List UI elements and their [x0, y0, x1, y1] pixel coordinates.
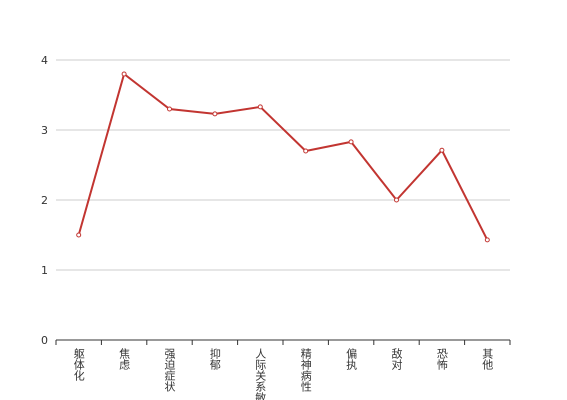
x-tick-label: 其他: [481, 348, 494, 370]
data-point: [439, 147, 445, 153]
data-point: [394, 197, 399, 203]
data-point: [212, 111, 218, 117]
data-point: [167, 106, 172, 112]
x-tick-label: 恐怖: [435, 348, 448, 370]
data-point: [484, 237, 490, 243]
x-tick-label: 躯体化: [72, 348, 85, 382]
x-tick-label: 精神病性: [299, 348, 312, 393]
y-tick-label: 3: [41, 124, 48, 137]
data-point: [348, 139, 354, 145]
data-point: [303, 148, 309, 154]
x-tick-label: 敌对: [390, 347, 403, 370]
data-point: [121, 71, 127, 77]
data-point: [76, 232, 82, 238]
x-tick-label: 偏执: [345, 347, 358, 371]
y-tick-label: 4: [41, 54, 48, 67]
y-tick-label: 2: [41, 194, 48, 207]
y-tick-label: 0: [41, 334, 48, 347]
data-point: [257, 104, 263, 110]
x-tick-label: 抑郁: [208, 347, 221, 370]
x-tick-label: 焦虑: [118, 348, 131, 370]
x-tick-label: 强迫症状: [163, 348, 176, 392]
y-tick-label: 1: [41, 264, 48, 277]
x-tick-label: 人际关系敏感: [254, 348, 267, 400]
line: [77, 72, 489, 241]
